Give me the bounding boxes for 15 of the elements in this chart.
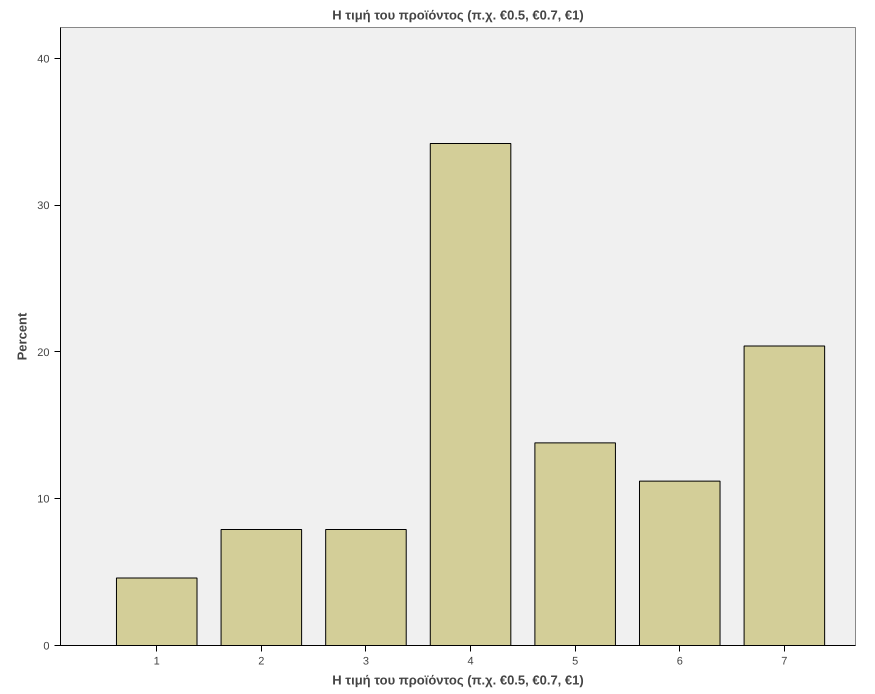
x-tick-label: 2 xyxy=(258,656,264,668)
x-tick-label: 1 xyxy=(154,656,160,668)
x-axis-title: Η τιμή του προϊόντος (π.χ. €0.5, €0.7, €1) xyxy=(332,672,584,688)
chart-title: Η τιμή του προϊόντος (π.χ. €0.5, €0.7, €1) xyxy=(332,8,584,22)
y-tick-label: 40 xyxy=(37,53,50,66)
x-tick-label: 6 xyxy=(676,656,683,668)
y-axis-title: Percent xyxy=(14,312,30,360)
y-tick-label: 10 xyxy=(37,494,50,506)
y-tick-label: 30 xyxy=(37,200,50,212)
x-tick-label: 7 xyxy=(781,656,788,668)
y-tick-label: 20 xyxy=(37,346,50,359)
y-tick-label: 0 xyxy=(43,640,50,652)
x-tick-label: 4 xyxy=(467,656,474,668)
x-tick-label: 5 xyxy=(572,656,578,668)
x-tick-label: 3 xyxy=(362,656,370,668)
